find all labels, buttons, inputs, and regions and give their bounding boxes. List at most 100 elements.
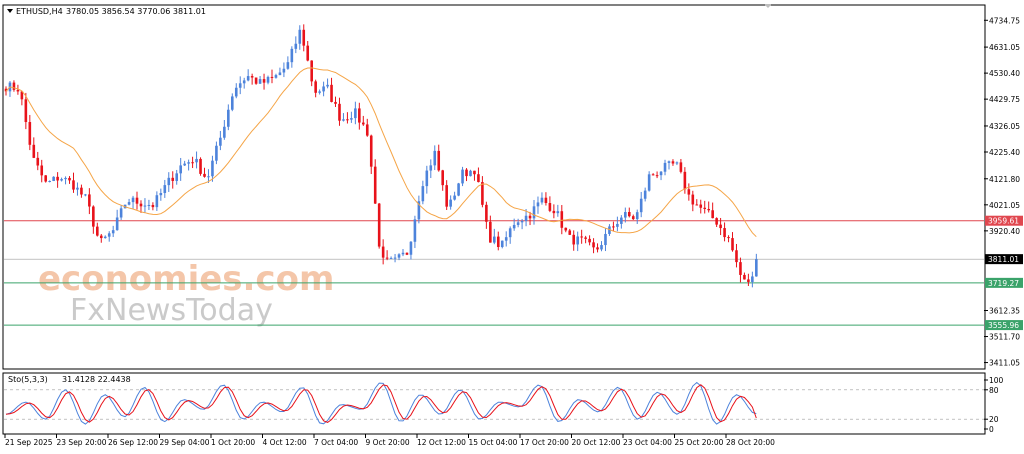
symbol-label: ETHUSD,H4 (16, 7, 63, 16)
y-tick-label: 4121.80 (989, 175, 1020, 184)
level-price-label: 3959.61 (988, 217, 1019, 226)
candle-body (568, 230, 572, 235)
candle-body (20, 91, 24, 100)
candle-body (647, 174, 651, 191)
candle-body (576, 236, 579, 245)
candle-body (699, 204, 703, 208)
x-tick-label: 12 Oct 12:00 (417, 438, 466, 447)
candle-body (405, 252, 409, 255)
candle-body (433, 150, 437, 166)
candle-body (425, 170, 429, 187)
sto-y-tick-label: 80 (989, 386, 999, 395)
candle-body (246, 76, 250, 81)
candle-body (139, 203, 143, 207)
moving-average-line (5, 67, 757, 238)
stochastic-values: 31.4128 22.4438 (62, 375, 131, 384)
candle-body (548, 203, 552, 211)
candle-body (151, 204, 155, 208)
stochastic-title: Sto(5,3,3) (8, 375, 48, 384)
y-tick-label: 3511.70 (989, 333, 1020, 342)
candle-body (171, 177, 175, 181)
y-tick-label: 3920.40 (989, 227, 1020, 236)
level-price-box (985, 277, 1023, 288)
candle-body (32, 144, 36, 158)
candle-body (747, 279, 750, 282)
candle-body (111, 230, 115, 234)
candle-body (187, 162, 190, 164)
candle-body (107, 233, 111, 237)
candle-body (643, 190, 647, 199)
candle-body (266, 76, 270, 83)
level-price-label: 3555.96 (988, 321, 1019, 330)
chart-shift-marker-icon[interactable] (764, 4, 772, 8)
candle-body (627, 212, 631, 217)
candle-body (385, 257, 389, 259)
candle-body (743, 274, 746, 280)
candle-body (683, 171, 687, 190)
candle-body (473, 170, 476, 175)
candle-body (667, 161, 671, 163)
candle-body (211, 160, 214, 177)
candle-body (12, 82, 16, 90)
x-tick-label: 25 Oct 20:00 (675, 438, 724, 447)
candle-body (4, 88, 8, 92)
candle-body (707, 208, 710, 211)
candle-body (397, 254, 401, 258)
candle-body (695, 204, 699, 206)
candle-body (68, 177, 71, 181)
candle-body (493, 236, 496, 243)
x-tick-label: 1 Oct 20:00 (211, 438, 255, 447)
candle-body (691, 194, 695, 205)
candle-body (28, 122, 32, 145)
x-tick-label: 15 Oct 04:00 (469, 438, 518, 447)
candle-body (739, 262, 742, 275)
candle-body (536, 202, 540, 207)
candle-body (409, 241, 413, 255)
candle-body (99, 235, 103, 239)
candle-body (429, 165, 433, 171)
candle-body (135, 197, 139, 204)
candle-body (143, 205, 147, 207)
candle-body (278, 72, 282, 76)
candle-body (413, 219, 417, 242)
candle-body (330, 84, 333, 102)
candle-body (40, 165, 44, 176)
candle-body (16, 89, 20, 92)
candle-body (223, 126, 226, 138)
candle-body (215, 145, 218, 161)
candle-body (401, 252, 405, 255)
last-price-label: 3811.01 (988, 255, 1019, 264)
candle-body (258, 79, 262, 84)
candle-body (373, 166, 377, 204)
candle-body (377, 203, 381, 247)
candle-body (127, 202, 131, 205)
stochastic-main-line (5, 381, 757, 425)
candle-body (270, 76, 274, 78)
candle-body (389, 257, 393, 259)
y-tick-label: 3612.35 (989, 307, 1020, 316)
candle-body (362, 122, 365, 125)
candle-body (496, 236, 500, 248)
symbol-dropdown-icon[interactable] (7, 9, 13, 13)
candle-body (445, 185, 448, 207)
y-tick-label: 4021.05 (989, 201, 1020, 210)
candle-body (346, 119, 349, 121)
candle-body (354, 108, 357, 119)
candle-body (302, 29, 306, 46)
candle-body (417, 201, 421, 220)
candle-body (620, 217, 623, 224)
candle-body (735, 250, 738, 263)
candle-body (715, 218, 718, 225)
candle-body (449, 199, 452, 207)
candle-body (465, 169, 468, 177)
y-tick-label: 4225.40 (989, 148, 1020, 157)
level-price-box (985, 215, 1023, 226)
candle-body (437, 150, 441, 171)
sto-y-tick-label: 100 (989, 376, 1004, 385)
x-tick-label: 26 Sep 12:00 (108, 438, 158, 447)
candle-body (755, 259, 758, 277)
candle-body (588, 238, 591, 243)
candle-body (461, 169, 464, 184)
